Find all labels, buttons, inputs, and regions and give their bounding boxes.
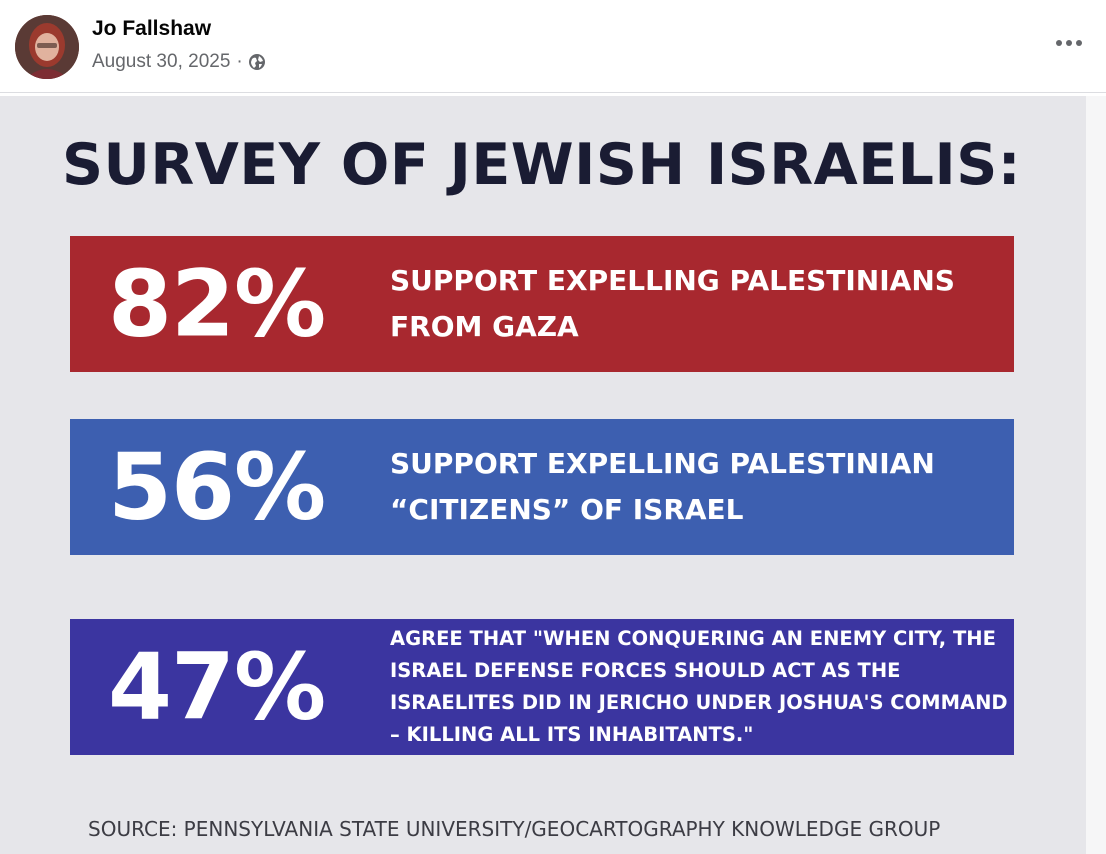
survey-title: SURVEY OF JEWISH ISRAELIS: [62,132,1022,198]
post-image[interactable]: SURVEY OF JEWISH ISRAELIS: 82% SUPPORT E… [0,96,1106,854]
globe-icon[interactable] [248,53,266,71]
post-meta: August 30, 2025 · [92,51,266,73]
avatar-photo [15,15,79,79]
stat-description: SUPPORT EXPELLING PALESTINIANS FROM GAZA [390,264,955,343]
stat-box-jericho: 47% AGREE THAT "WHEN CONQUERING AN ENEMY… [70,619,1014,755]
author-avatar[interactable] [15,15,79,79]
post-header: Jo Fallshaw August 30, 2025 · [0,0,1106,92]
more-options-icon [1056,40,1082,46]
stat-box-expel-citizens: 56% SUPPORT EXPELLING PALESTINIAN “CITIZ… [70,419,1014,555]
stat-box-expel-gaza: 82% SUPPORT EXPELLING PALESTINIANS FROM … [70,236,1014,372]
survey-graphic: SURVEY OF JEWISH ISRAELIS: 82% SUPPORT E… [0,96,1086,854]
author-name[interactable]: Jo Fallshaw [92,17,212,40]
source-citation: SOURCE: PENNSYLVANIA STATE UNIVERSITY/GE… [88,817,941,841]
post-date[interactable]: August 30, 2025 [92,51,231,72]
more-options-button[interactable] [1052,28,1086,58]
stat-percent: 56% [108,433,326,541]
stat-description: SUPPORT EXPELLING PALESTINIAN “CITIZENS”… [390,447,935,526]
stat-description: AGREE THAT "WHEN CONQUERING AN ENEMY CIT… [390,627,1008,746]
stat-percent: 82% [108,250,326,358]
meta-separator: · [236,51,243,72]
stat-percent: 47% [108,633,326,741]
header-divider [0,92,1106,93]
